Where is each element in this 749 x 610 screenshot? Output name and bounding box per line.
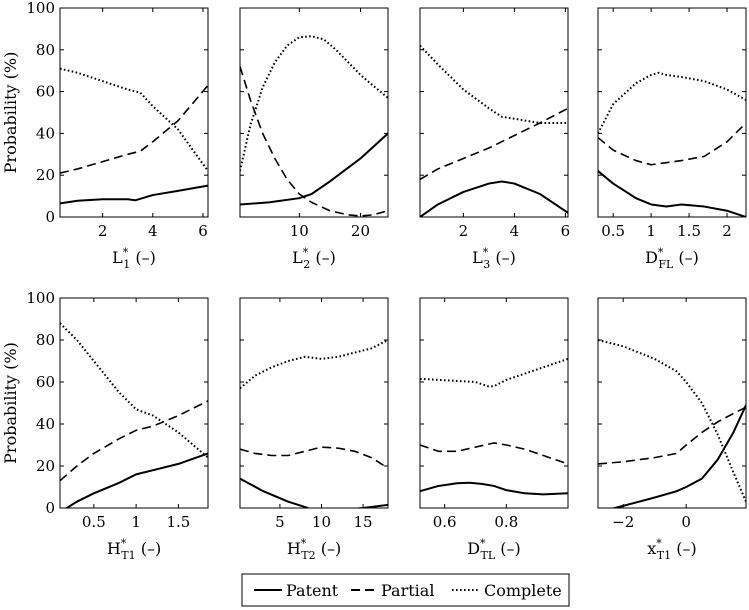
panel-frame bbox=[597, 7, 747, 218]
panel-frame bbox=[59, 7, 209, 218]
legend-label-partial: Partial bbox=[381, 581, 434, 600]
y-tick-label: 40 bbox=[36, 124, 55, 142]
panel-2: 10 20 L* 2 (–) bbox=[239, 7, 389, 271]
y-tick-label: 100 bbox=[26, 289, 55, 307]
x-tick-label: 0.5 bbox=[82, 513, 106, 531]
legend-label-complete: Complete bbox=[484, 581, 562, 600]
x-axis-label: D* FL (–) bbox=[645, 246, 699, 271]
panel-frame bbox=[597, 297, 747, 509]
x-tick-label: 2 bbox=[459, 222, 469, 240]
y-tick-label: 80 bbox=[36, 41, 55, 59]
x-tick-label: 10 bbox=[290, 222, 309, 240]
legend-box bbox=[241, 573, 570, 607]
x-tick-label: 10 bbox=[312, 513, 331, 531]
x-axis-label: L* 3 (–) bbox=[472, 246, 516, 271]
panel-5: 0.5 1 1.5 0 20 40 60 80 100 Probability (%) H* T1 (… bbox=[1, 289, 209, 562]
series-line-complete bbox=[60, 67, 208, 172]
series-line-complete bbox=[420, 44, 568, 124]
series-line-patent bbox=[598, 170, 746, 217]
panel-frame bbox=[239, 297, 389, 509]
series-line-partial bbox=[240, 66, 388, 217]
series-line-complete bbox=[598, 339, 746, 503]
x-tick-label: 1.5 bbox=[677, 222, 701, 240]
x-axis-label: L* 1 (–) bbox=[112, 246, 156, 271]
x-axis-label: x* T1 (–) bbox=[647, 537, 696, 562]
x-tick-label: 0.8 bbox=[494, 513, 518, 531]
series-line-complete bbox=[60, 322, 208, 459]
panel-4: 0.5 1 1.5 2 D* FL (–) bbox=[597, 7, 747, 271]
series-line-patent bbox=[64, 452, 208, 508]
series-line-patent bbox=[60, 184, 208, 205]
series-line-patent bbox=[240, 132, 388, 206]
y-tick-label: 20 bbox=[36, 457, 55, 475]
panel-frame bbox=[419, 297, 569, 509]
series-line-partial bbox=[60, 400, 208, 482]
x-axis-label: D* TL (–) bbox=[467, 537, 521, 562]
x-tick-label: 1 bbox=[646, 222, 656, 240]
legend-label-patent: Patent bbox=[286, 581, 339, 600]
series-line-partial bbox=[420, 442, 568, 465]
x-tick-label: 4 bbox=[148, 222, 158, 240]
series-line-patent bbox=[610, 404, 746, 508]
x-tick-label: 0 bbox=[681, 513, 691, 531]
x-tick-label: 1.5 bbox=[166, 513, 190, 531]
panel-frame bbox=[239, 7, 389, 218]
series-line-partial bbox=[598, 122, 746, 166]
series-line-partial bbox=[240, 446, 388, 469]
panel-frame bbox=[419, 7, 569, 218]
x-tick-label: 2 bbox=[98, 222, 108, 240]
series-line-complete bbox=[598, 71, 746, 134]
series-line-patent bbox=[420, 180, 568, 217]
series-line-complete bbox=[420, 357, 568, 388]
y-tick-label: 60 bbox=[36, 373, 55, 391]
y-tick-label: 100 bbox=[26, 0, 55, 17]
y-axis-label: Probability (%) bbox=[1, 52, 20, 174]
y-tick-label: 0 bbox=[45, 499, 55, 517]
panel-3: 2 4 6 L* 3 (–) bbox=[419, 7, 571, 271]
panel-8: −2 0 x* T1 (–) bbox=[597, 297, 747, 562]
x-tick-label: 20 bbox=[351, 222, 370, 240]
series-line-patent bbox=[420, 481, 568, 496]
panel-7: 0.6 0.8 D* TL (–) bbox=[419, 297, 569, 562]
series-line-complete bbox=[240, 35, 388, 172]
x-tick-label: 0.5 bbox=[601, 222, 625, 240]
series-line-partial bbox=[420, 107, 568, 181]
x-axis-label: H* T1 (–) bbox=[107, 537, 161, 562]
x-tick-label: 4 bbox=[510, 222, 520, 240]
x-tick-label: 0.6 bbox=[433, 513, 457, 531]
y-tick-label: 80 bbox=[36, 331, 55, 349]
series-line-patent bbox=[240, 477, 388, 508]
x-tick-label: 1 bbox=[131, 513, 141, 531]
x-tick-label: 5 bbox=[275, 513, 285, 531]
x-tick-label: 15 bbox=[354, 513, 373, 531]
x-tick-label: 6 bbox=[198, 222, 208, 240]
panel-frame bbox=[59, 297, 209, 509]
y-tick-label: 60 bbox=[36, 83, 55, 101]
x-tick-label: −2 bbox=[612, 513, 634, 531]
x-tick-label: 2 bbox=[722, 222, 732, 240]
x-axis-label: L* 2 (–) bbox=[292, 246, 336, 271]
x-axis-label: H* T2 (–) bbox=[287, 537, 341, 562]
panel-6: 5 10 15 H* T2 (–) bbox=[239, 297, 389, 562]
y-tick-label: 0 bbox=[45, 208, 55, 226]
series-line-partial bbox=[60, 84, 208, 174]
legend: Patent Partial Complete bbox=[241, 573, 570, 607]
y-axis-label: Probability (%) bbox=[1, 342, 20, 464]
series-line-partial bbox=[598, 406, 746, 465]
y-tick-label: 40 bbox=[36, 415, 55, 433]
series-line-complete bbox=[240, 339, 388, 390]
x-tick-label: 6 bbox=[561, 222, 571, 240]
y-tick-label: 20 bbox=[36, 166, 55, 184]
